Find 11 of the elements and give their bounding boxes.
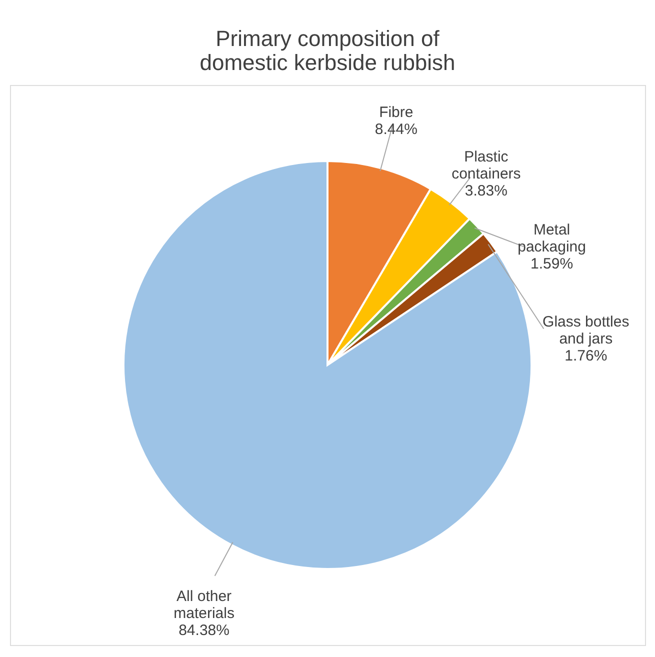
slice-label: Fibre	[379, 104, 414, 122]
slice-label: Plastic containers	[452, 148, 521, 183]
data-label: 84.38%	[178, 622, 230, 640]
data-label: 1.76%	[564, 348, 608, 365]
chart-title: Primary composition of domestic kerbside rubbish	[200, 26, 456, 75]
data-label: 3.83%	[464, 182, 508, 200]
slice-label: All other materials	[174, 588, 234, 622]
slice-label: Glass bottles and jars	[542, 314, 630, 348]
data-label: 1.59%	[530, 256, 574, 273]
slice-label: Metal packaging	[518, 222, 586, 256]
data-label: 8.44%	[374, 121, 418, 138]
